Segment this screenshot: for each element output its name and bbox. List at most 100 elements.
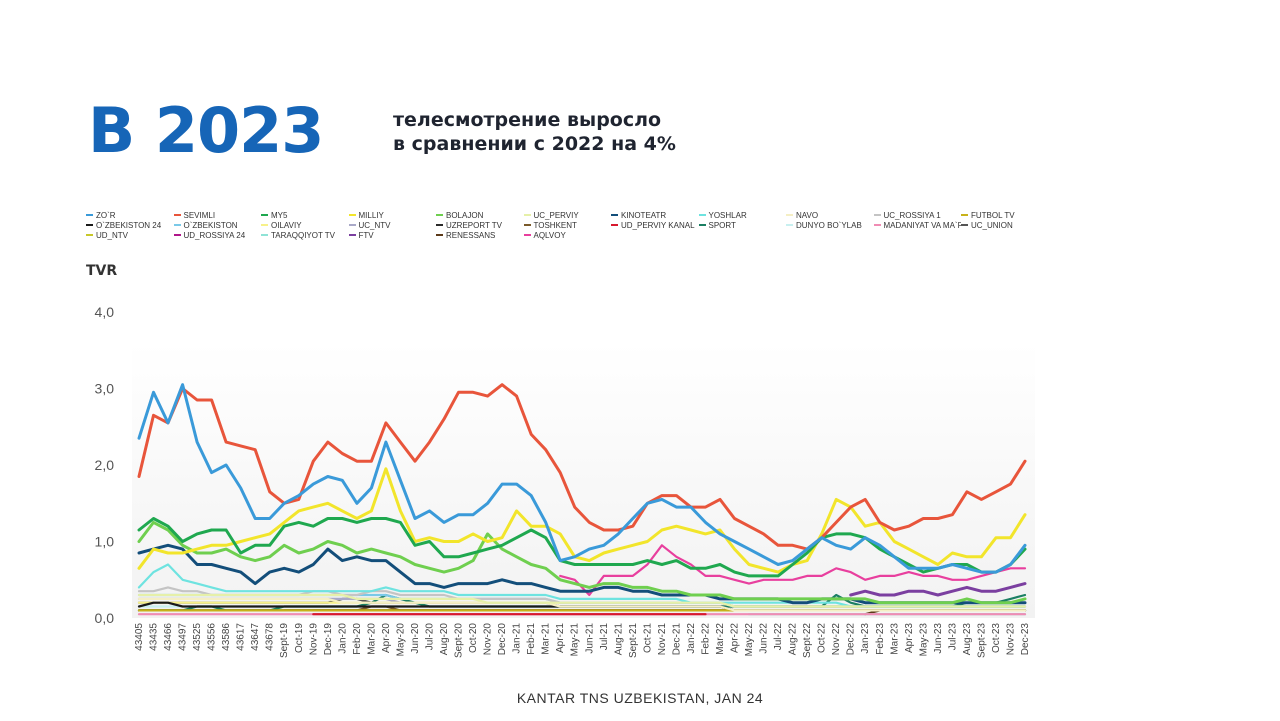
legend-label: RENESSANS — [446, 230, 496, 240]
legend-item: DUNYO BO`YLAB — [786, 220, 874, 230]
legend-label: UD_NTV — [96, 230, 129, 240]
x-tick-label: Jun-23 — [933, 623, 944, 654]
legend-swatch — [786, 214, 793, 216]
x-tick-label: Sept-23 — [976, 623, 987, 658]
x-tick-label: Apr-21 — [555, 623, 566, 653]
chart-legend: ZO`R SEVIMLI MY5 MILLIY BOLAJON UC_PERVIY KINO… — [86, 210, 1046, 240]
legend-label: OILAVIY — [271, 220, 302, 230]
series-segment — [137, 597, 1027, 612]
legend-label: MADANIYAT VA MA`RIFAT — [883, 220, 962, 230]
x-tick-label: Jul-21 — [599, 623, 610, 651]
series-line-2 — [137, 517, 1027, 578]
x-tick-label: Jan-21 — [512, 623, 523, 654]
legend-item: UC_NTV — [348, 220, 437, 230]
x-tick-label: Oct-21 — [642, 623, 653, 653]
legend-item: UD_ROSSIYA 24 — [173, 230, 262, 240]
legend-label: FUTBOL TV — [971, 210, 1015, 220]
x-tick-label: 43525 — [192, 623, 203, 651]
legend-item: UC_ROSSIYA 1 — [873, 210, 962, 220]
x-tick-label: Apr-23 — [904, 623, 915, 653]
series-segment — [137, 520, 1027, 605]
x-tick-label: Aug-21 — [613, 623, 624, 656]
x-tick-label: May-23 — [918, 623, 929, 657]
legend-swatch — [611, 214, 618, 216]
legend-item: MILLIY — [348, 210, 437, 220]
legend-item: RENESSANS — [436, 230, 524, 240]
legend-item: UZREPORT TV — [436, 220, 524, 230]
x-tick-label: Jun-22 — [759, 623, 770, 654]
legend-label: UC_UNION — [971, 220, 1013, 230]
legend-swatch — [348, 234, 356, 236]
x-tick-label: Nov-19 — [308, 623, 319, 656]
legend-item: ZO`R — [86, 210, 174, 220]
legend-label: MY5 — [271, 210, 288, 220]
legend-swatch — [86, 214, 93, 216]
y-tick-label: 1,0 — [95, 534, 115, 550]
x-tick-label: Jun-21 — [584, 623, 595, 654]
x-tick-label: Jan-20 — [337, 623, 348, 654]
series-segment — [137, 383, 1027, 574]
x-tick-label: Dec-20 — [497, 623, 508, 656]
legend-item: SPORT — [698, 220, 787, 230]
legend-item: UC_UNION — [961, 220, 1049, 230]
subheadline: телесмотрение выросло в сравнении с 2022… — [393, 108, 676, 156]
legend-label: ZO`R — [96, 210, 116, 220]
legend-label: BOLAJON — [446, 210, 484, 220]
x-tick-label: Nov-22 — [831, 623, 842, 656]
x-tick-label: 43617 — [236, 623, 247, 651]
x-tick-label: Oct-19 — [294, 623, 305, 653]
legend-label: AQLVOY — [533, 230, 566, 240]
x-tick-label: 43647 — [250, 623, 261, 651]
legend-item: YOSHLAR — [698, 210, 787, 220]
series-line-3 — [137, 467, 1027, 574]
source-credit: KANTAR TNS UZBEKISTAN, JAN 24 — [516, 690, 764, 706]
plot-area — [132, 342, 1035, 618]
x-tick-label: Feb-23 — [875, 623, 886, 655]
legend-label: SPORT — [708, 220, 736, 230]
legend-swatch — [961, 214, 968, 216]
legend-label: DUNYO BO`YLAB — [796, 220, 862, 230]
x-tick-label: Aug-23 — [962, 623, 973, 656]
y-tick-label: 4,0 — [95, 304, 115, 320]
x-tick-label: Aug-20 — [439, 623, 450, 656]
x-tick-label: 43678 — [265, 623, 276, 651]
x-tick-label: Apr-20 — [381, 623, 392, 653]
legend-swatch — [698, 214, 706, 216]
x-tick-label: 43466 — [163, 623, 174, 651]
x-tick-label: Oct-22 — [817, 623, 828, 653]
legend-label: SEVIMLI — [183, 210, 216, 220]
y-tick-label: 0,0 — [95, 610, 115, 626]
legend-swatch — [523, 234, 531, 236]
x-tick-label: Oct-23 — [991, 623, 1002, 653]
legend-label: UD_ROSSIYA 24 — [183, 230, 246, 240]
legend-swatch — [261, 214, 268, 216]
x-tick-label: Sept-22 — [802, 623, 813, 658]
legend-item: UC_PERVIY — [523, 210, 612, 220]
x-tick-label: 43497 — [178, 623, 189, 651]
x-tick-label: Feb-22 — [700, 623, 711, 655]
legend-swatch — [436, 224, 443, 226]
legend-swatch — [261, 224, 268, 226]
x-tick-label: May-20 — [395, 623, 406, 657]
legend-swatch — [523, 214, 531, 216]
legend-label: KINOTEATR — [621, 210, 667, 220]
series-line-27 — [559, 544, 1027, 597]
x-tick-label: Sept-20 — [454, 623, 465, 658]
y-tick-label: 3,0 — [95, 381, 115, 397]
x-tick-label: Dec-21 — [671, 623, 682, 656]
legend-swatch — [786, 224, 793, 226]
legend-swatch — [86, 224, 93, 226]
x-tick-label: 43556 — [207, 623, 218, 651]
x-tick-label: Sept-19 — [279, 623, 290, 658]
legend-item: TOSHKENT — [523, 220, 612, 230]
legend-item: FUTBOL TV — [961, 210, 1049, 220]
x-tick-label: Jul-20 — [424, 623, 435, 651]
legend-swatch — [873, 214, 881, 216]
legend-item: UD_NTV — [86, 230, 174, 240]
x-tick-label: Mar-20 — [366, 623, 377, 655]
x-tick-label: May-21 — [570, 623, 581, 657]
series-segment — [849, 582, 1027, 597]
legend-item: SEVIMLI — [173, 210, 262, 220]
legend-swatch — [173, 234, 181, 236]
